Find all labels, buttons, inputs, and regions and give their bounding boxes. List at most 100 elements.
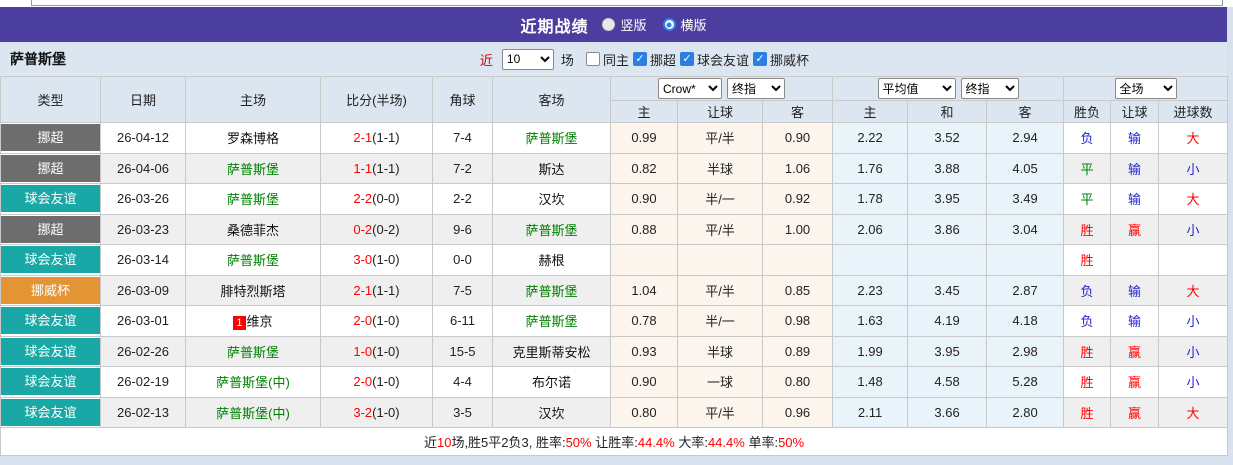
halftime-score: (0-0) [372, 191, 400, 207]
top-border-fragment [31, 0, 1223, 6]
fulltime-score: 1-0 [353, 343, 373, 359]
fulltime-score: 2-0 [353, 313, 373, 329]
score-cell: 0-2(0-2) [320, 213, 433, 245]
away-team-name[interactable]: 萨普斯堡 [525, 283, 578, 299]
score-cell: 3-0(1-0) [320, 244, 433, 276]
away-team-name[interactable]: 斯达 [538, 161, 565, 177]
away-team-name[interactable]: 汉坎 [538, 405, 565, 421]
handicap-line-cell: 平/半 [677, 213, 763, 245]
scope-select[interactable]: 全场 [1114, 78, 1177, 99]
date-cell: 26-02-13 [100, 396, 186, 428]
sub-header-avg-draw: 和 [907, 100, 988, 123]
table-row: 挪超 26-03-23 桑德菲杰 0-2(0-2) 9-6 萨普斯堡 0.88 平/半 1.00… [0, 213, 1229, 245]
away-team-cell: 萨普斯堡 [492, 305, 611, 337]
goals-result-cell: 大 [1158, 274, 1229, 306]
filter-friendly-checkbox[interactable]: ✓ 球会友谊 [679, 50, 749, 69]
handicap-away-odds-cell: 0.90 [761, 122, 834, 154]
home-team-name[interactable]: 腓特烈斯塔 [220, 283, 286, 299]
fulltime-score: 2-0 [353, 374, 373, 390]
recent-results-table: 类型 日期 主场 比分(半场) 角球 客场 Crow* 终指 平均值 终指 全场 [0, 76, 1229, 456]
home-team-name[interactable]: 桑德菲杰 [226, 222, 279, 238]
checkbox-checked-icon[interactable]: ✓ [679, 52, 694, 66]
home-team-name[interactable]: 萨普斯堡 [226, 192, 279, 208]
league-type-cell: 挪超 [0, 152, 101, 184]
radio-horizontal-layout[interactable]: 横版 [662, 15, 707, 34]
checkbox-unchecked-icon[interactable] [585, 52, 600, 66]
away-team-cell: 萨普斯堡 [492, 274, 611, 306]
home-team-name[interactable]: 萨普斯堡(中) [216, 405, 290, 421]
away-team-name[interactable]: 萨普斯堡 [525, 222, 578, 238]
avg-home-odds-cell: 1.76 [832, 152, 909, 184]
filter-league-checkbox[interactable]: ✓ 挪超 [632, 50, 676, 69]
handicap-final-select[interactable]: 终指 [727, 78, 786, 99]
avg-home-odds-cell: 1.48 [832, 366, 909, 398]
avg-draw-odds-cell: 3.95 [907, 335, 988, 367]
corner-cell: 7-2 [432, 152, 493, 184]
sub-header-avg-home: 主 [832, 100, 909, 123]
avg-away-odds-cell: 5.28 [986, 366, 1065, 398]
radio-horizontal-label: 横版 [680, 18, 707, 33]
handicap-result-cell: 赢 [1110, 396, 1160, 428]
average-select[interactable]: 平均值 [877, 78, 956, 99]
handicap-line-cell [677, 244, 763, 276]
handicap-home-odds-cell: 0.93 [610, 335, 678, 367]
league-type-cell: 球会友谊 [0, 396, 101, 428]
handicap-line-cell: 半/一 [677, 305, 763, 337]
radio-unselected-icon[interactable] [602, 18, 616, 31]
halftime-score: (0-2) [372, 221, 400, 237]
home-team-name[interactable]: 萨普斯堡 [226, 253, 279, 269]
league-badge: 挪超 [1, 154, 100, 182]
handicap-result-cell: 输 [1110, 122, 1160, 154]
radio-selected-icon[interactable] [662, 18, 676, 31]
section-title: 近期战绩 [520, 18, 589, 36]
checkbox-checked-icon[interactable]: ✓ [752, 52, 767, 66]
filter-label: 球会友谊 [696, 52, 749, 68]
col-header-corner: 角球 [432, 76, 493, 123]
halftime-score: (1-1) [372, 282, 400, 298]
away-team-name[interactable]: 克里斯蒂安松 [512, 344, 591, 360]
avg-draw-odds-cell: 3.95 [907, 183, 988, 215]
fulltime-score: 2-1 [353, 130, 373, 146]
halftime-score: (1-0) [372, 252, 400, 268]
winlose-result-cell: 胜 [1063, 396, 1112, 428]
home-team-name[interactable]: 萨普斯堡 [226, 161, 279, 177]
away-team-name[interactable]: 汉坎 [538, 192, 565, 208]
average-group-header: 平均值 终指 [832, 76, 1065, 101]
away-team-name[interactable]: 赫根 [538, 253, 565, 269]
filter-label: 挪威杯 [769, 52, 809, 68]
handicap-line-cell: 平/半 [677, 274, 763, 306]
goals-result-cell [1158, 244, 1229, 276]
bookmaker-select[interactable]: Crow* [658, 78, 723, 99]
avg-home-odds-cell: 1.99 [832, 335, 909, 367]
winlose-result-cell: 胜 [1063, 366, 1112, 398]
league-badge: 球会友谊 [1, 337, 100, 365]
corner-cell: 9-6 [432, 213, 493, 245]
corner-cell: 2-2 [432, 183, 493, 215]
away-team-name[interactable]: 萨普斯堡 [525, 131, 578, 147]
away-team-name[interactable]: 萨普斯堡 [525, 314, 578, 330]
average-final-select[interactable]: 终指 [960, 78, 1019, 99]
checkbox-checked-icon[interactable]: ✓ [632, 52, 647, 66]
away-team-cell: 汉坎 [492, 396, 611, 428]
radio-vertical-layout[interactable]: 竖版 [602, 15, 647, 34]
home-team-name[interactable]: 萨普斯堡 [226, 344, 279, 360]
home-team-name[interactable]: 萨普斯堡(中) [216, 375, 290, 391]
filter-cup-checkbox[interactable]: ✓ 挪威杯 [752, 50, 809, 69]
corner-cell: 6-11 [432, 305, 493, 337]
home-team-cell: 腓特烈斯塔 [185, 274, 321, 306]
league-type-cell: 球会友谊 [0, 183, 101, 215]
match-count-select[interactable]: 10 [501, 48, 554, 70]
away-team-name[interactable]: 布尔诺 [531, 375, 571, 391]
result-group-header: 全场 [1063, 76, 1229, 101]
filter-label: 挪超 [649, 52, 676, 68]
handicap-home-odds-cell: 0.90 [610, 183, 678, 215]
summary-segment: 44.4% [707, 435, 745, 450]
handicap-result-cell: 赢 [1110, 366, 1160, 398]
home-team-name[interactable]: 维京 [246, 314, 273, 330]
handicap-away-odds-cell: 0.80 [761, 366, 834, 398]
home-team-name[interactable]: 罗森博格 [226, 131, 279, 147]
same-host-checkbox[interactable]: 同主 [585, 50, 629, 69]
league-type-cell: 挪超 [0, 213, 101, 245]
halftime-score: (1-0) [372, 404, 400, 420]
summary-segment: 单率: [744, 435, 779, 450]
